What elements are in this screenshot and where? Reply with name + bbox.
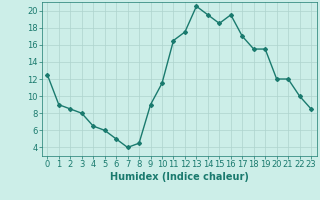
X-axis label: Humidex (Indice chaleur): Humidex (Indice chaleur) bbox=[110, 172, 249, 182]
